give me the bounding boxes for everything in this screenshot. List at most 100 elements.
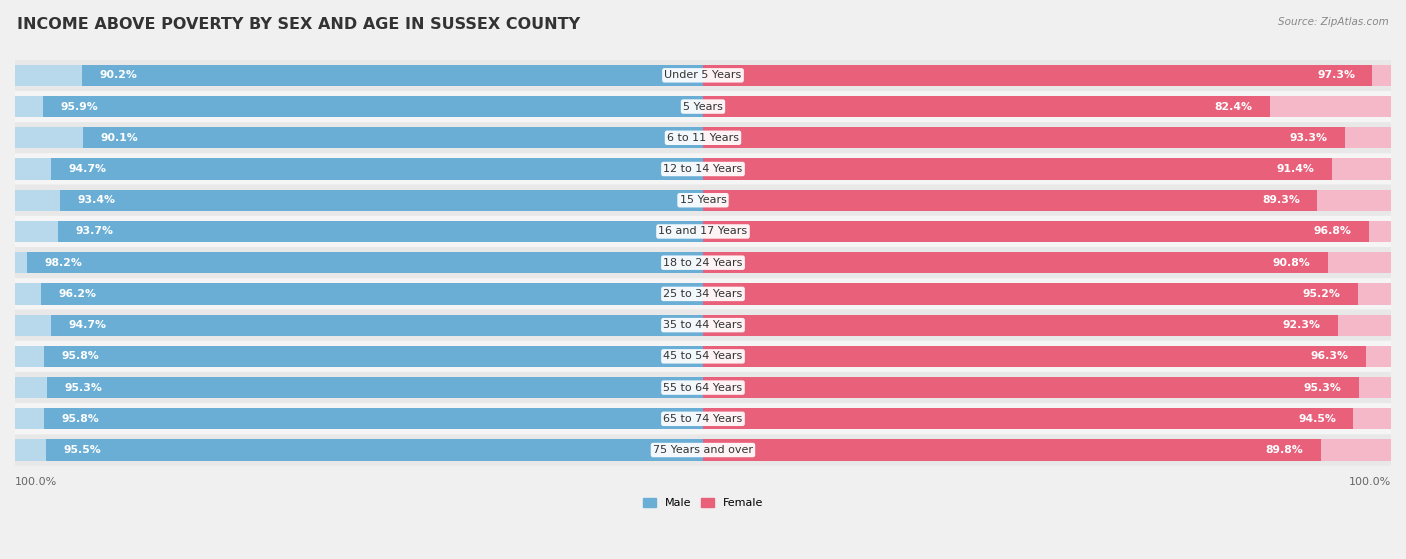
Bar [703,65,1391,86]
Bar [703,346,1391,367]
Text: 95.3%: 95.3% [1303,382,1341,392]
Bar [703,315,1339,336]
Legend: Male, Female: Male, Female [638,494,768,513]
Bar [27,252,703,273]
Text: 16 and 17 Years: 16 and 17 Years [658,226,748,236]
Bar [46,439,703,461]
Text: 96.8%: 96.8% [1315,226,1351,236]
Text: 35 to 44 Years: 35 to 44 Years [664,320,742,330]
FancyBboxPatch shape [15,216,1391,247]
FancyBboxPatch shape [15,310,1391,341]
Bar [15,127,703,148]
Text: Source: ZipAtlas.com: Source: ZipAtlas.com [1278,17,1389,27]
Text: 93.4%: 93.4% [77,195,115,205]
Text: 95.8%: 95.8% [60,352,98,361]
Bar [15,439,703,461]
Bar [703,283,1391,305]
Text: 100.0%: 100.0% [1348,477,1391,486]
Bar [703,346,1365,367]
Text: 90.2%: 90.2% [100,70,138,80]
FancyBboxPatch shape [15,278,1391,310]
Text: 94.7%: 94.7% [69,164,107,174]
Text: 89.8%: 89.8% [1265,445,1303,455]
Text: 95.9%: 95.9% [60,102,98,112]
Bar [703,377,1358,398]
Text: 45 to 54 Years: 45 to 54 Years [664,352,742,361]
Bar [15,283,703,305]
Bar [703,127,1391,148]
Bar [703,252,1327,273]
Bar [15,96,703,117]
FancyBboxPatch shape [15,184,1391,216]
Text: 12 to 14 Years: 12 to 14 Years [664,164,742,174]
Bar [703,158,1331,179]
Bar [15,315,703,336]
FancyBboxPatch shape [15,247,1391,278]
FancyBboxPatch shape [15,153,1391,184]
FancyBboxPatch shape [15,91,1391,122]
Bar [703,315,1391,336]
Bar [703,158,1391,179]
Bar [83,65,703,86]
Bar [703,377,1391,398]
Text: 91.4%: 91.4% [1277,164,1315,174]
Bar [52,315,703,336]
Bar [44,96,703,117]
Text: 55 to 64 Years: 55 to 64 Years [664,382,742,392]
Bar [15,377,703,398]
Bar [703,65,1372,86]
Text: 94.7%: 94.7% [69,320,107,330]
Text: INCOME ABOVE POVERTY BY SEX AND AGE IN SUSSEX COUNTY: INCOME ABOVE POVERTY BY SEX AND AGE IN S… [17,17,581,32]
Bar [703,408,1353,429]
Bar [703,408,1391,429]
Text: 93.7%: 93.7% [76,226,114,236]
Text: Under 5 Years: Under 5 Years [665,70,741,80]
Bar [703,96,1270,117]
FancyBboxPatch shape [15,122,1391,153]
Text: 5 Years: 5 Years [683,102,723,112]
Text: 96.2%: 96.2% [58,289,97,299]
Text: 18 to 24 Years: 18 to 24 Years [664,258,742,268]
Text: 95.3%: 95.3% [65,382,103,392]
Bar [703,283,1358,305]
Text: 82.4%: 82.4% [1215,102,1253,112]
Text: 94.5%: 94.5% [1298,414,1336,424]
Text: 92.3%: 92.3% [1282,320,1320,330]
Text: 15 Years: 15 Years [679,195,727,205]
Bar [703,221,1391,242]
Bar [703,96,1391,117]
Bar [15,252,703,273]
Text: 75 Years and over: 75 Years and over [652,445,754,455]
Text: 95.5%: 95.5% [63,445,101,455]
FancyBboxPatch shape [15,341,1391,372]
Bar [58,221,703,242]
Bar [83,127,703,148]
Text: 6 to 11 Years: 6 to 11 Years [666,133,740,143]
Text: 100.0%: 100.0% [15,477,58,486]
Bar [60,190,703,211]
Text: 93.3%: 93.3% [1289,133,1327,143]
Text: 90.1%: 90.1% [100,133,138,143]
Bar [703,221,1369,242]
Bar [15,158,703,179]
Bar [48,377,703,398]
FancyBboxPatch shape [15,434,1391,466]
Bar [703,190,1317,211]
FancyBboxPatch shape [15,60,1391,91]
Bar [52,158,703,179]
Bar [703,190,1391,211]
FancyBboxPatch shape [15,372,1391,403]
Bar [703,439,1391,461]
Text: 25 to 34 Years: 25 to 34 Years [664,289,742,299]
Text: 97.3%: 97.3% [1317,70,1355,80]
Bar [41,283,703,305]
Bar [44,408,703,429]
Bar [703,439,1320,461]
Text: 95.2%: 95.2% [1303,289,1341,299]
Text: 98.2%: 98.2% [45,258,83,268]
Bar [703,252,1391,273]
Text: 95.8%: 95.8% [60,414,98,424]
Bar [703,127,1346,148]
Text: 96.3%: 96.3% [1310,352,1348,361]
Bar [15,65,703,86]
